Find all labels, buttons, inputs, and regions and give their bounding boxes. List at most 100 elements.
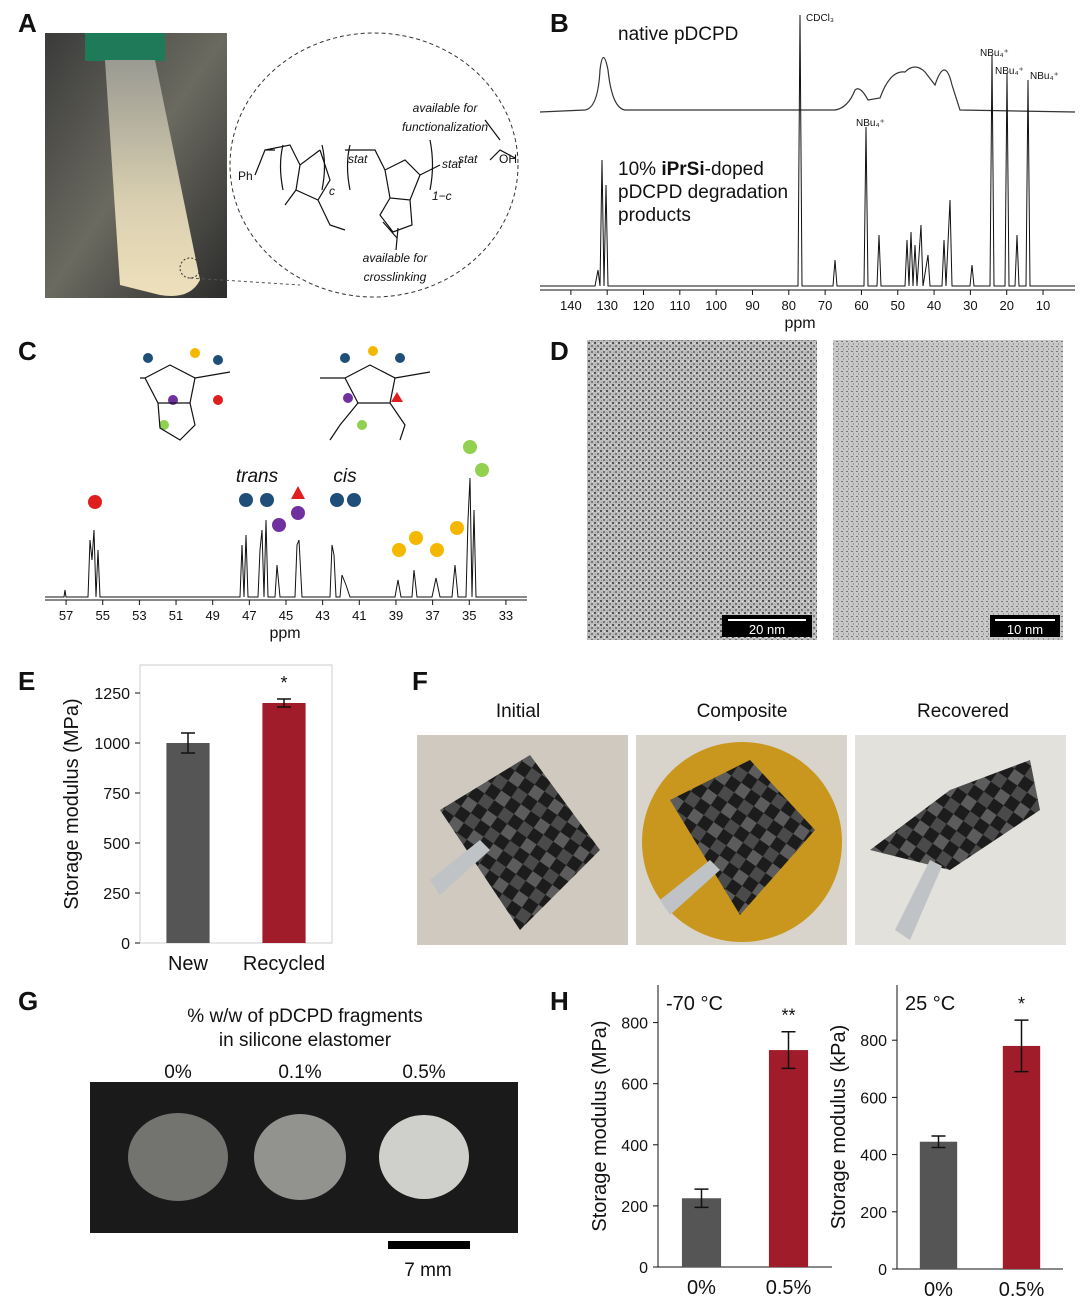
error-bar: [277, 698, 291, 708]
error-bar: [781, 1031, 796, 1070]
y-tick-label: 200: [621, 1199, 648, 1216]
chart-title: -70 °C: [666, 993, 723, 1015]
structure-label: stat: [348, 152, 368, 166]
y-tick-label: 600: [860, 1090, 887, 1107]
x-tick-label: 0.5%: [999, 1279, 1045, 1299]
error-bar: [931, 1135, 946, 1149]
y-tick-label: 1250: [94, 686, 130, 703]
zoom-line: [189, 277, 301, 286]
x-tick-label: 10: [1036, 298, 1050, 313]
sample-disk: [379, 1115, 469, 1199]
structure: [254, 119, 516, 251]
panel-label: F: [412, 666, 428, 696]
y-axis-label: Storage modulus (MPa): [61, 698, 83, 909]
fabric: [440, 755, 600, 930]
x-tick-label: 51: [169, 608, 183, 623]
x-tick-label: 47: [242, 608, 256, 623]
annotation: available for: [363, 251, 429, 265]
y-tick-label: 750: [103, 786, 130, 803]
x-tick-label: 30: [963, 298, 977, 313]
x-tick-label: 140: [560, 298, 582, 313]
trace-label: products: [618, 205, 691, 226]
x-tick-label: 45: [279, 608, 293, 623]
panel-label: B: [550, 8, 569, 38]
x-tick-label: 39: [389, 608, 403, 623]
panel-label: H: [550, 986, 569, 1016]
structure-label: Ph: [238, 169, 253, 183]
structure-label: stat: [458, 152, 478, 166]
native-trace: [539, 56, 1076, 113]
trace-label-part: -doped: [705, 159, 764, 180]
bar: [166, 743, 210, 943]
peak-label: NBu₄⁺: [995, 66, 1024, 77]
annotation: functionalization: [402, 120, 488, 134]
x-tick-label: 40: [927, 298, 941, 313]
x-tick-label: 57: [59, 608, 73, 623]
trace-label: 10% iPrSi-doped: [618, 159, 764, 180]
structure-label: 1−c: [432, 189, 452, 203]
y-tick-label: 1000: [94, 736, 130, 753]
y-tick-label: 400: [621, 1138, 648, 1155]
trace-label: native pDCPD: [618, 24, 738, 45]
y-tick-label: 800: [621, 1016, 648, 1033]
tem-image: [587, 340, 817, 640]
x-tick-label: 70: [818, 298, 832, 313]
x-tick-label: 120: [633, 298, 655, 313]
x-tick-label: 43: [315, 608, 329, 623]
sample-label: 0.5%: [402, 1062, 445, 1083]
scale-bar: [388, 1241, 470, 1249]
tweezers: [895, 860, 942, 940]
y-axis-label: Storage modulus (kPa): [828, 1025, 850, 1230]
x-tick-label: 33: [499, 608, 513, 623]
error-bar: [1014, 1019, 1029, 1073]
panel-label: D: [550, 336, 569, 366]
x-tick-label: Recycled: [243, 953, 325, 975]
zoom-circle: [179, 257, 201, 279]
chart-title: 25 °C: [905, 993, 955, 1015]
scale-bar-label: 10 nm: [1007, 622, 1043, 637]
peak-label: NBu₄⁺: [980, 48, 1009, 59]
structure-label: OH: [499, 152, 517, 166]
region-label: cis: [333, 466, 357, 487]
vial-cap: [85, 33, 165, 61]
y-tick-label: 250: [103, 886, 130, 903]
x-tick-label: 0.5%: [766, 1277, 812, 1299]
x-tick-label: 60: [854, 298, 868, 313]
y-tick-label: 0: [639, 1260, 648, 1277]
sample-disk: [128, 1113, 228, 1201]
monomer-structures: [140, 364, 431, 441]
significance: *: [280, 673, 287, 693]
fabric: [670, 760, 815, 915]
tweezers: [430, 840, 490, 895]
sample-label: 0%: [164, 1062, 192, 1083]
y-tick-label: 0: [878, 1262, 887, 1279]
x-tick-label: 0%: [687, 1277, 716, 1299]
panel-label: E: [18, 666, 35, 696]
zoom-ellipse: [229, 32, 519, 298]
x-tick-label: 0%: [924, 1279, 953, 1299]
region-label: trans: [236, 466, 279, 487]
bar: [262, 703, 306, 943]
trace-label: pDCPD degradation: [618, 182, 788, 203]
y-tick-label: 500: [103, 836, 130, 853]
x-tick-label: 35: [462, 608, 476, 623]
x-tick-label: 50: [891, 298, 905, 313]
x-tick-label: 20: [999, 298, 1013, 313]
nmr-trace: [45, 477, 527, 598]
scale-bar-label: 20 nm: [749, 622, 785, 637]
trace-label-part: iPrSi: [661, 159, 704, 180]
y-tick-label: 600: [621, 1077, 648, 1094]
panel-label: A: [18, 8, 37, 38]
title: % w/w of pDCPD fragments: [187, 1006, 422, 1027]
bar: [768, 1050, 809, 1267]
photo-title: Recovered: [917, 701, 1009, 722]
photo-title: Composite: [697, 701, 788, 722]
degradation-trace: [540, 14, 1075, 287]
x-tick-label: 37: [425, 608, 439, 623]
y-tick-label: 200: [860, 1205, 887, 1222]
scale-bar-label: 7 mm: [404, 1260, 452, 1281]
peak-markers: [88, 346, 489, 557]
x-tick-label: 90: [745, 298, 759, 313]
